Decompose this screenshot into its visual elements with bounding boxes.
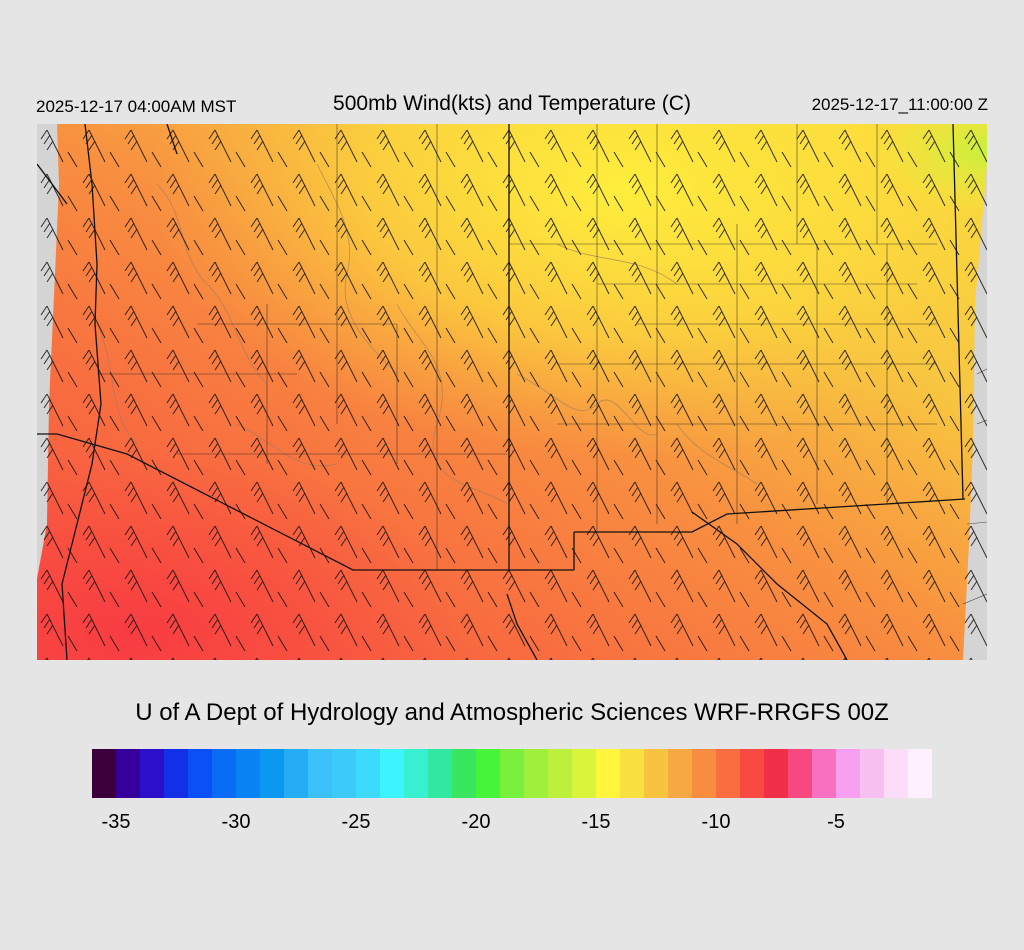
colorbar-swatch bbox=[572, 749, 596, 798]
colorbar-swatch bbox=[644, 749, 668, 798]
colorbar-tick-label: -20 bbox=[461, 811, 491, 833]
colorbar-swatch bbox=[332, 749, 356, 798]
credit-line: U of A Dept of Hydrology and Atmospheric… bbox=[135, 699, 889, 726]
colorbar-tick-label: -30 bbox=[221, 811, 251, 833]
colorbar-swatch bbox=[548, 749, 572, 798]
colorbar-swatch bbox=[740, 749, 764, 798]
utc-time-label: 2025-12-17_11:00:00 Z bbox=[811, 95, 988, 114]
colorbar-swatch bbox=[524, 749, 548, 798]
colorbar-swatch bbox=[116, 749, 140, 798]
colorbar-swatch bbox=[596, 749, 620, 798]
colorbar-swatch bbox=[404, 749, 428, 798]
colorbar-swatch bbox=[716, 749, 740, 798]
colorbar-swatch bbox=[764, 749, 788, 798]
colorbar-swatch bbox=[476, 749, 500, 798]
colorbar-swatch bbox=[836, 749, 860, 798]
colorbar-tick-label: -25 bbox=[341, 811, 371, 833]
colorbar-tick-label: -10 bbox=[701, 811, 731, 833]
colorbar-swatch bbox=[812, 749, 836, 798]
local-time-label: 2025-12-17 04:00AM MST bbox=[36, 97, 237, 116]
wind-barbs bbox=[37, 124, 987, 660]
colorbar-tick-label: -5 bbox=[827, 811, 845, 833]
colorbar-swatch bbox=[908, 749, 932, 798]
colorbar-tick-label: -15 bbox=[581, 811, 611, 833]
colorbar-swatch bbox=[380, 749, 404, 798]
colorbar-tick-label: -35 bbox=[101, 811, 131, 833]
colorbar-swatch bbox=[428, 749, 452, 798]
colorbar-swatch bbox=[692, 749, 716, 798]
colorbar-swatch bbox=[308, 749, 332, 798]
colorbar-swatch bbox=[884, 749, 908, 798]
colorbar-swatch bbox=[860, 749, 884, 798]
colorbar-swatch bbox=[212, 749, 236, 798]
colorbar-swatch bbox=[788, 749, 812, 798]
colorbar-swatch bbox=[284, 749, 308, 798]
colorbar-swatch bbox=[668, 749, 692, 798]
temperature-wind-map bbox=[37, 124, 987, 660]
colorbar-swatch bbox=[92, 749, 116, 798]
colorbar-swatch bbox=[356, 749, 380, 798]
colorbar-swatch bbox=[500, 749, 524, 798]
county-lines bbox=[97, 124, 987, 605]
colorbar-swatch bbox=[260, 749, 284, 798]
colorbar-swatch bbox=[620, 749, 644, 798]
colorbar-swatch bbox=[140, 749, 164, 798]
state-boundaries bbox=[37, 124, 966, 660]
colorbar-swatch bbox=[452, 749, 476, 798]
map-title: 500mb Wind(kts) and Temperature (C) bbox=[333, 92, 691, 115]
map-panel bbox=[37, 124, 987, 660]
colorbar-swatch bbox=[236, 749, 260, 798]
temperature-colorbar bbox=[92, 749, 932, 798]
colorbar-swatch bbox=[188, 749, 212, 798]
colorbar-swatch bbox=[164, 749, 188, 798]
